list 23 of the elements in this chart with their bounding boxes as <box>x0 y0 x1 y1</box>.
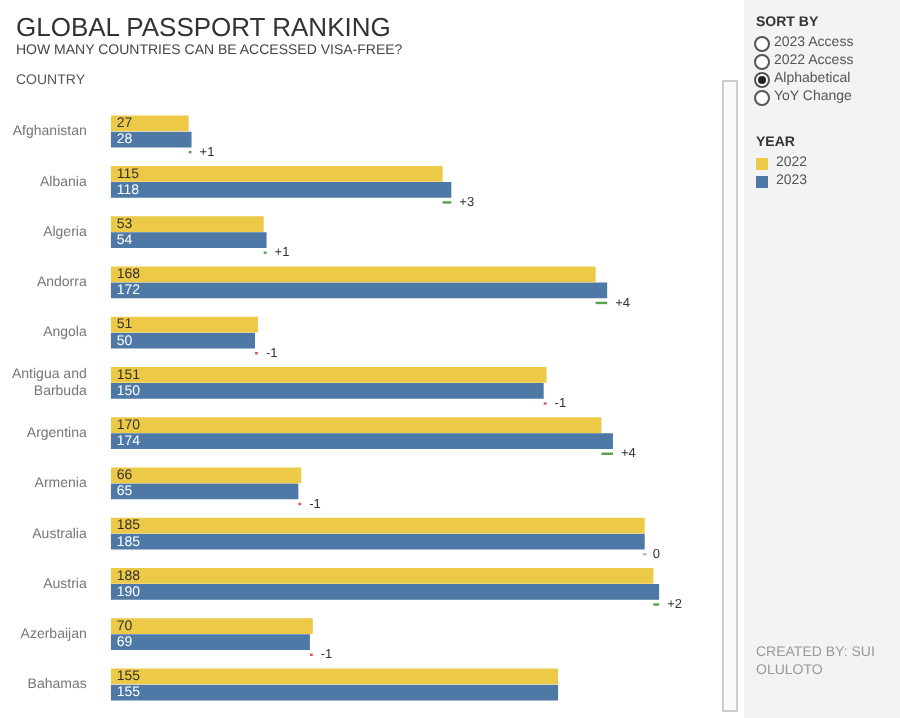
bar <box>110 533 645 550</box>
bar <box>110 216 264 232</box>
bar <box>110 584 660 600</box>
chart-title: GLOBAL PASSPORT RANKING <box>16 12 391 42</box>
bar <box>110 316 258 333</box>
bar <box>110 332 256 349</box>
bar <box>110 568 654 584</box>
bar <box>110 181 452 198</box>
bar <box>110 618 313 635</box>
bar <box>110 165 443 182</box>
bar <box>110 517 645 534</box>
bar <box>110 266 596 283</box>
bar <box>110 634 310 651</box>
bar <box>110 467 302 484</box>
bar <box>110 366 547 383</box>
bar <box>110 417 602 433</box>
bar <box>110 668 559 685</box>
bar <box>110 383 544 399</box>
bar <box>110 232 267 248</box>
bar <box>110 483 299 500</box>
bar <box>110 282 608 299</box>
bar <box>110 433 613 450</box>
bar <box>110 684 559 701</box>
